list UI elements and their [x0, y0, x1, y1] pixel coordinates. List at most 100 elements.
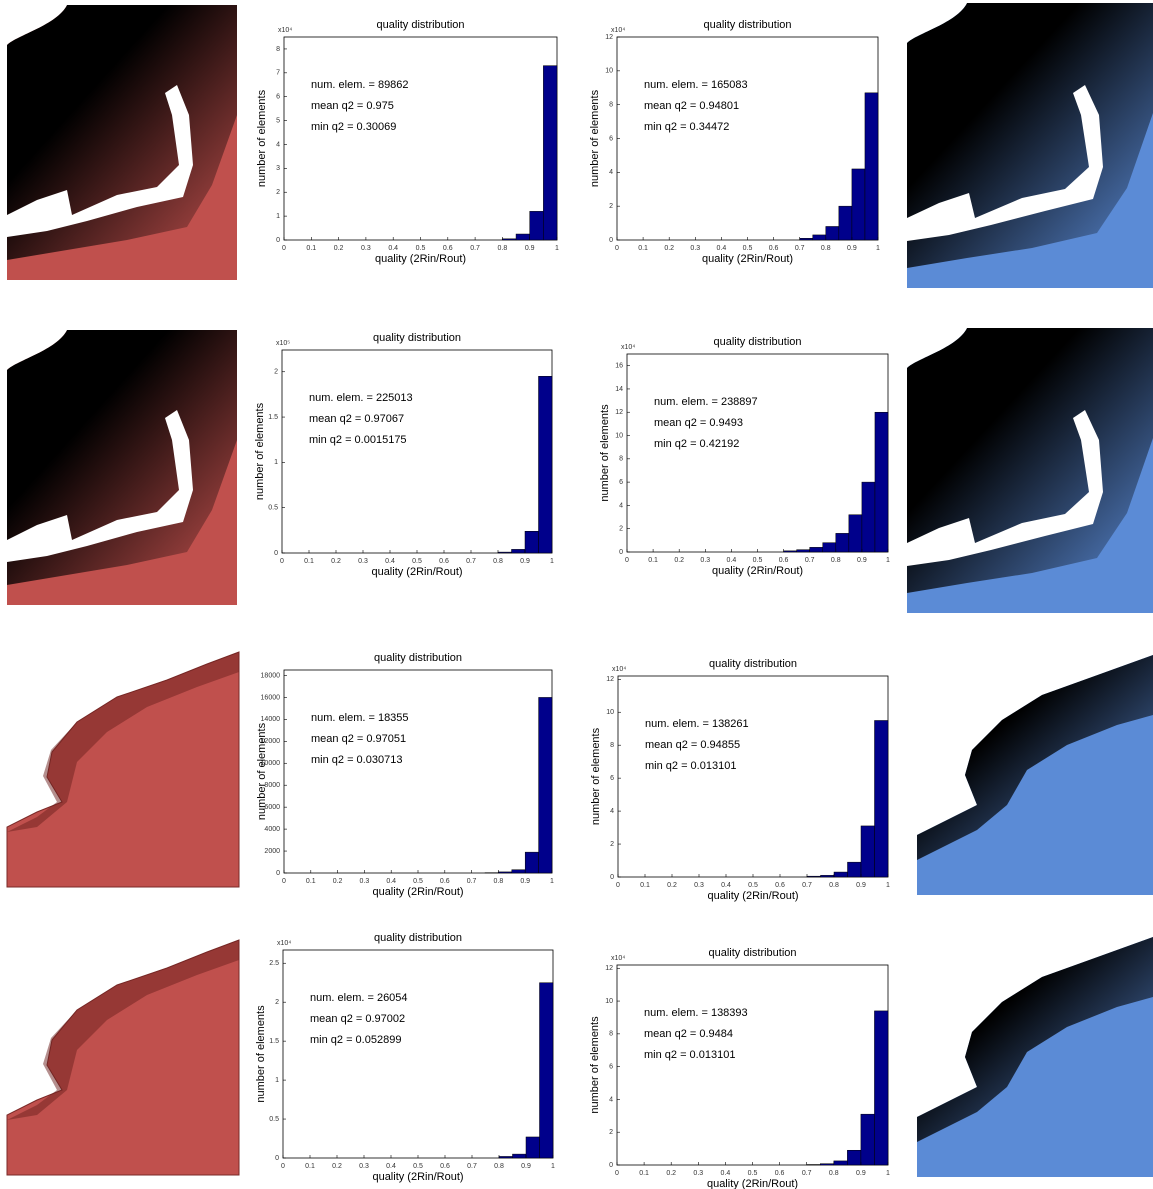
bar: [875, 720, 889, 877]
x-tick-label: 0.9: [847, 245, 857, 252]
x-axis-label: quality (2Rin/Rout): [707, 890, 798, 902]
y-tick-label: 10: [615, 432, 623, 439]
y-tick-label: 7: [276, 70, 280, 77]
x-tick-label: 0.6: [439, 558, 449, 565]
y-tick-label: 4: [609, 1096, 613, 1103]
x-tick-label: 0.8: [494, 878, 504, 885]
y-tick-label: 1: [276, 213, 280, 220]
y-tick-label: 4: [619, 502, 623, 509]
y-tick-label: 1.5: [268, 414, 278, 421]
annotation: num. elem. = 18355: [311, 712, 409, 724]
bar: [498, 872, 511, 873]
chart-title: quality distribution: [376, 19, 464, 31]
y-axis-label: number of elements: [590, 727, 602, 825]
x-tick-label: 0.1: [306, 245, 316, 252]
y-axis-label: number of elements: [254, 402, 266, 500]
mesh-image: [907, 328, 1153, 613]
x-tick-label: 0.8: [831, 557, 841, 564]
y-tick-label: 5: [276, 117, 280, 124]
x-axis-label: quality (2Rin/Rout): [372, 1171, 463, 1183]
chart-title: quality distribution: [374, 932, 462, 944]
bar: [821, 875, 835, 877]
y-tick-label: 6: [609, 1063, 613, 1070]
x-tick-label: 0.3: [358, 558, 368, 565]
x-tick-label: 0: [616, 882, 620, 889]
y-exponent: x10⁴: [611, 27, 625, 34]
x-tick-label: 1: [886, 1170, 890, 1177]
x-tick-label: 0.5: [413, 1163, 423, 1170]
x-tick-label: 0.1: [306, 878, 316, 885]
x-tick-label: 0: [282, 878, 286, 885]
annotation: num. elem. = 26054: [310, 992, 408, 1004]
mesh-image: [7, 652, 239, 887]
y-tick-label: 6: [609, 135, 613, 142]
bar: [784, 551, 797, 552]
y-axis-label: number of elements: [256, 89, 268, 187]
annotation: num. elem. = 89862: [311, 79, 409, 91]
x-tick-label: 0.3: [694, 882, 704, 889]
y-tick-label: 10: [606, 709, 614, 716]
y-tick-label: 0: [275, 1155, 279, 1162]
chart-title: quality distribution: [374, 652, 462, 664]
x-tick-label: 0.3: [693, 1170, 703, 1177]
bar: [820, 1164, 834, 1165]
y-tick-label: 0.5: [269, 1116, 279, 1123]
x-tick-label: 0.7: [467, 878, 477, 885]
y-tick-label: 6: [276, 94, 280, 101]
x-tick-label: 0.6: [775, 882, 785, 889]
bar: [512, 870, 525, 873]
y-tick-label: 6: [619, 479, 623, 486]
x-tick-label: 0.8: [829, 882, 839, 889]
annotation: mean q2 = 0.97051: [311, 733, 406, 745]
mesh-image: [7, 330, 237, 605]
x-tick-label: 0.9: [520, 558, 530, 565]
bar: [874, 1011, 888, 1165]
x-tick-label: 1: [886, 882, 890, 889]
x-tick-label: 0.4: [388, 245, 398, 252]
x-tick-label: 0.4: [727, 557, 737, 564]
annotation: num. elem. = 138261: [645, 718, 749, 730]
annotation: min q2 = 0.30069: [311, 121, 396, 133]
y-axis-label: number of elements: [256, 722, 268, 820]
x-tick-label: 0.1: [640, 882, 650, 889]
y-tick-label: 4000: [264, 826, 280, 833]
y-tick-label: 10: [605, 68, 613, 75]
x-tick-label: 0.8: [498, 245, 508, 252]
x-tick-label: 0.7: [467, 1163, 477, 1170]
bar: [852, 169, 865, 240]
annotation: mean q2 = 0.94801: [644, 100, 739, 112]
annotation: mean q2 = 0.94855: [645, 739, 740, 751]
y-tick-label: 14: [615, 386, 623, 393]
annotation: min q2 = 0.013101: [645, 760, 736, 772]
bar: [834, 1161, 848, 1165]
x-tick-label: 0.4: [721, 882, 731, 889]
x-tick-label: 0.4: [385, 558, 395, 565]
x-tick-label: 1: [555, 245, 559, 252]
plot-frame: [284, 37, 557, 240]
y-tick-label: 8: [610, 742, 614, 749]
y-tick-label: 10: [605, 998, 613, 1005]
y-tick-label: 8: [619, 456, 623, 463]
x-tick-label: 0.7: [466, 558, 476, 565]
x-tick-label: 0.5: [743, 245, 753, 252]
y-tick-label: 12: [615, 409, 623, 416]
y-tick-label: 4: [609, 169, 613, 176]
bar: [530, 211, 544, 240]
x-axis-label: quality (2Rin/Rout): [712, 565, 803, 577]
figure: 00.10.20.30.40.50.60.70.80.91012345678x1…: [0, 0, 1153, 1189]
x-tick-label: 1: [550, 878, 554, 885]
x-axis-label: quality (2Rin/Rout): [372, 886, 463, 898]
y-exponent: x10⁴: [612, 666, 626, 673]
y-tick-label: 0: [609, 1162, 613, 1169]
x-tick-label: 0.9: [525, 245, 535, 252]
y-tick-label: 2: [609, 203, 613, 210]
x-tick-label: 0.6: [443, 245, 453, 252]
x-tick-label: 0.4: [386, 878, 396, 885]
x-tick-label: 0.6: [775, 1170, 785, 1177]
chart-title: quality distribution: [713, 336, 801, 348]
x-tick-label: 0.7: [795, 245, 805, 252]
bar: [797, 550, 810, 552]
x-tick-label: 0: [282, 245, 286, 252]
annotation: mean q2 = 0.9484: [644, 1028, 733, 1040]
annotation: mean q2 = 0.975: [311, 100, 394, 112]
